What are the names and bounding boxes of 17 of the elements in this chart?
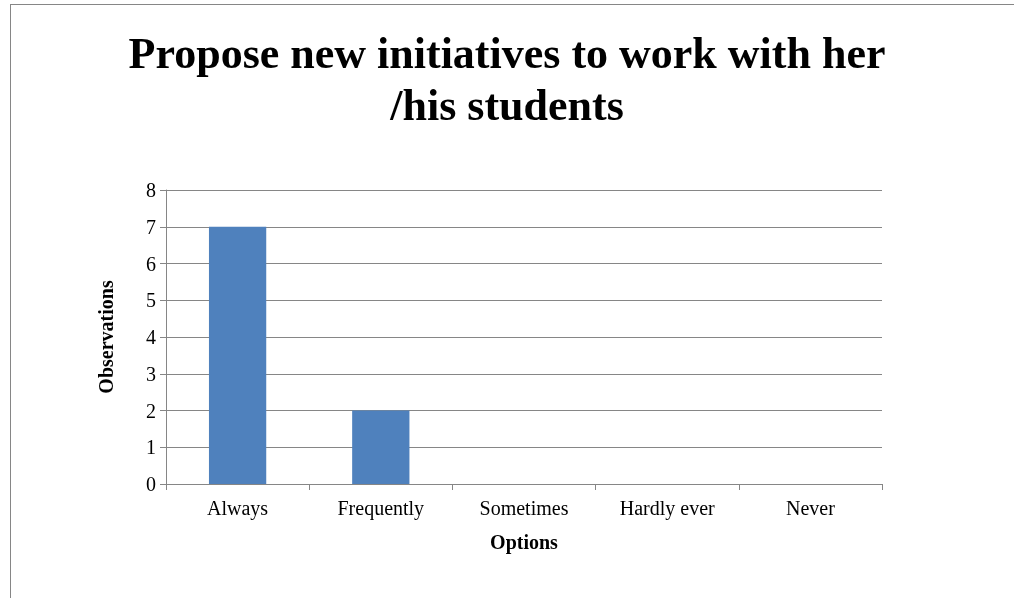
chart-title: Propose new initiatives to work with her/his students (128, 28, 886, 130)
y-tick-label: 4 (146, 326, 156, 348)
y-tick-label: 7 (146, 215, 156, 238)
x-axis-title: Options (490, 531, 559, 554)
y-tick-label: 2 (146, 399, 156, 422)
x-tick-label: Sometimes (479, 497, 569, 519)
y-tick-label: 5 (146, 289, 156, 312)
x-tick-label: Never (785, 497, 836, 519)
y-tick-label: 0 (146, 473, 156, 495)
y-axis-title: Observations (95, 280, 117, 394)
x-tick-label: Hardly ever (619, 497, 716, 520)
x-tick-label: Always (207, 497, 269, 520)
y-tick-label: 1 (146, 436, 156, 459)
y-tick-label: 3 (146, 362, 156, 385)
x-tick-label: Frequently (337, 497, 425, 520)
y-tick-label: 8 (146, 179, 156, 201)
y-tick-label: 6 (146, 252, 156, 275)
